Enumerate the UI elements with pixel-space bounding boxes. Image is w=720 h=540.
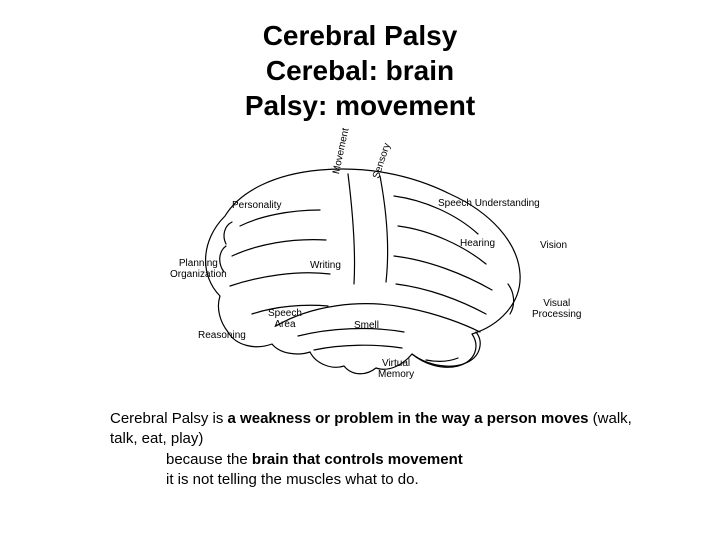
label-speech-understanding: Speech Understanding <box>438 199 540 210</box>
label-smell: Smell <box>354 321 379 332</box>
footer-1-pre: Cerebral Palsy is <box>110 410 228 427</box>
footer-2-bold: brain that controls movement <box>252 451 463 468</box>
title-line-1: Cerebral Palsy <box>0 18 720 53</box>
footer-2-pre: because the <box>166 451 252 468</box>
label-speech-area: SpeechArea <box>268 309 302 330</box>
label-hearing: Hearing <box>460 239 495 250</box>
footer-text: Cerebral Palsy is a weakness or problem … <box>110 409 640 490</box>
title-line-3: Palsy: movement <box>0 88 720 123</box>
brain-outline <box>180 156 540 386</box>
label-virtual-memory: VirtualMemory <box>378 359 414 380</box>
footer-line-1: Cerebral Palsy is a weakness or problem … <box>110 409 640 450</box>
footer-1-bold: a weakness or problem in the way a perso… <box>228 410 589 427</box>
label-visual-processing: VisualProcessing <box>532 299 581 320</box>
footer-line-2: because the brain that controls movement <box>110 450 640 470</box>
footer-line-3: it is not telling the muscles what to do… <box>110 470 640 490</box>
label-planning: PlanningOrganization <box>170 259 227 280</box>
label-reasoning: Reasoning <box>198 331 246 342</box>
label-writing: Writing <box>310 261 341 272</box>
label-personality: Personality <box>232 201 281 212</box>
title-line-2: Cerebal: brain <box>0 53 720 88</box>
brain-diagram: Personality PlanningOrganization Reasoni… <box>140 141 580 401</box>
title-block: Cerebral Palsy Cerebal: brain Palsy: mov… <box>0 0 720 123</box>
label-vision: Vision <box>540 241 567 252</box>
